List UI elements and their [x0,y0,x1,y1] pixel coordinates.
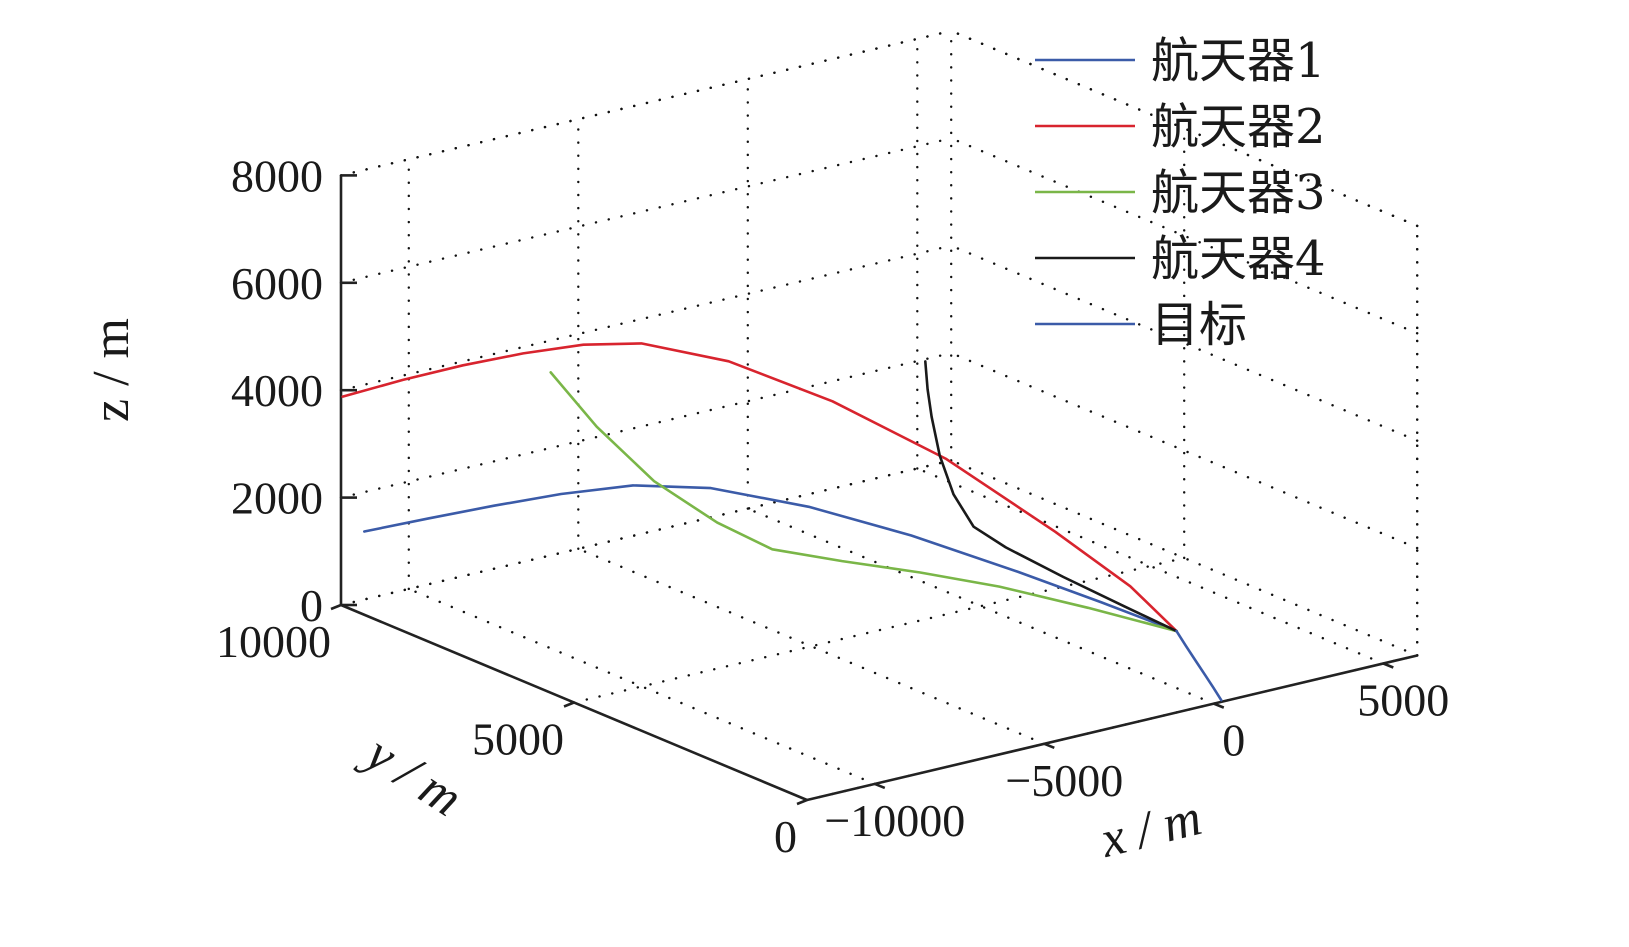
z-axis-label: z / m [83,318,140,422]
legend-entry: 航天器2 [1151,99,1326,155]
y-tick-mark [563,701,575,708]
x-tick-mark [1382,662,1394,669]
legend-entry: 航天器3 [1151,165,1326,221]
series-line-航天器3 [549,371,1178,633]
grid-line [339,351,953,499]
grid-line [916,467,1385,665]
grid-line [577,547,1046,745]
grid-line [572,556,1186,704]
z-tick-label: 8000 [231,150,323,201]
grid-line [339,244,953,392]
series-line-航天器4 [923,360,1178,633]
y-axis-label: y / m [352,722,472,828]
x-axis-line [806,654,1418,802]
z-tick-label: 4000 [231,365,323,416]
y-tick-label: 10000 [216,616,331,667]
series-line-目标 [1175,629,1223,702]
series-line-航天器2 [341,342,1178,633]
tick-labels: 0 2000 4000 6000 8000 0 5000 10000 −10000 −5000 0 5… [216,150,1449,862]
x-tick-label: −5000 [1005,755,1123,806]
x-tick-mark [874,782,886,790]
legend: 航天器1 航天器2 航天器3 航天器4 目标 [1035,33,1326,353]
grid-lines [339,29,1419,802]
z-tick-label: 6000 [231,258,323,309]
y-tick-mark [796,798,808,806]
grid-line [339,29,953,177]
series-lines [341,342,1223,702]
y-tick-label: 0 [774,811,797,862]
grid-line [339,137,953,284]
legend-entry: 航天器4 [1151,231,1326,287]
y-tick-label: 5000 [472,714,564,765]
z-tick-label: 2000 [231,473,323,524]
series-line-航天器1 [362,484,1178,633]
x-tick-mark [1043,742,1055,749]
legend-entry: 目标 [1151,297,1247,353]
x-tick-mark [1213,702,1225,709]
x-tick-label: −10000 [824,795,965,846]
axes [330,174,1418,806]
z-tick-label: 0 [300,580,323,631]
x-tick-label: 5000 [1357,674,1449,725]
x-tick-label: 0 [1222,715,1245,766]
legend-entry: 航天器1 [1151,33,1326,89]
y-tick-mark [330,603,342,611]
grid-line [339,459,953,607]
